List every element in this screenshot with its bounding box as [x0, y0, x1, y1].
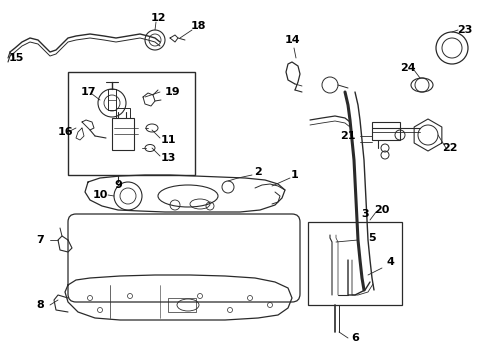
Text: 19: 19 — [164, 87, 180, 97]
Text: 21: 21 — [340, 131, 356, 141]
Bar — [112, 118, 134, 150]
Text: 5: 5 — [368, 233, 376, 243]
Text: 10: 10 — [92, 190, 108, 200]
Text: 12: 12 — [150, 13, 166, 23]
Text: 23: 23 — [457, 25, 473, 35]
Text: 14: 14 — [284, 35, 300, 45]
Text: 2: 2 — [254, 167, 262, 177]
Text: 4: 4 — [386, 257, 394, 267]
Bar — [168, 298, 196, 312]
Text: 7: 7 — [36, 235, 44, 245]
Text: 16: 16 — [57, 127, 73, 137]
Bar — [68, 72, 195, 175]
Text: 13: 13 — [160, 153, 176, 163]
Text: 9: 9 — [114, 180, 122, 190]
Text: 11: 11 — [160, 135, 176, 145]
Bar — [308, 222, 402, 305]
Text: 8: 8 — [36, 300, 44, 310]
Bar — [372, 122, 400, 140]
Text: 6: 6 — [351, 333, 359, 343]
Text: 24: 24 — [400, 63, 416, 73]
Text: 17: 17 — [80, 87, 96, 97]
Text: 18: 18 — [190, 21, 206, 31]
Text: 1: 1 — [291, 170, 299, 180]
Text: 22: 22 — [442, 143, 458, 153]
Bar — [116, 108, 130, 118]
Text: 15: 15 — [8, 53, 24, 63]
Text: 3: 3 — [361, 209, 369, 219]
Text: 20: 20 — [374, 205, 390, 215]
